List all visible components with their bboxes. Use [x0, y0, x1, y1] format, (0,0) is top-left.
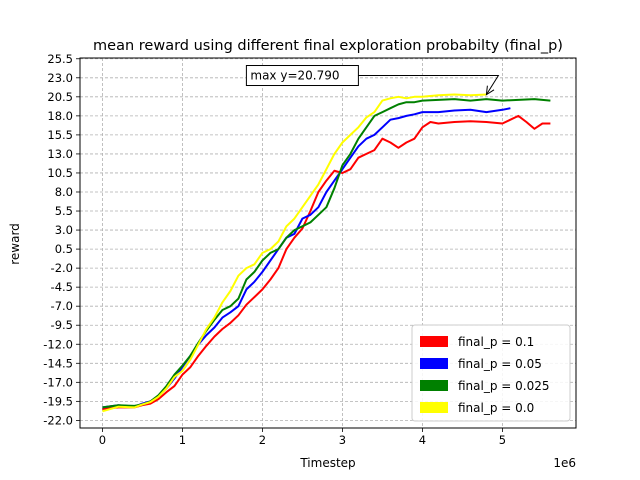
y-tick-label: 8.0 — [55, 185, 73, 199]
x-tick-label: 4 — [419, 433, 426, 447]
y-tick-label: 20.5 — [47, 90, 73, 104]
x-axis-label: Timestep — [299, 456, 355, 470]
x-axis: 0 1 2 3 4 5 — [99, 428, 506, 447]
max-annotation: max y=20.790 — [245, 65, 500, 96]
y-tick-label: -4.5 — [51, 280, 73, 294]
y-tick-label: -14.5 — [43, 356, 73, 370]
x-tick-label: 2 — [259, 433, 266, 447]
y-tick-label: 0.5 — [55, 242, 73, 256]
series-line-0 — [102, 114, 551, 410]
legend-label: final_p = 0.025 — [458, 379, 550, 393]
legend-swatch — [420, 380, 448, 391]
x-tick-label: 3 — [339, 433, 346, 447]
y-tick-label: -2.0 — [51, 261, 73, 275]
annotation-arrow-line — [358, 75, 500, 95]
legend-label: final_p = 0.05 — [458, 357, 542, 371]
y-axis-label: reward — [8, 223, 22, 265]
y-tick-label: -22.0 — [43, 413, 73, 427]
y-tick-label: -7.0 — [51, 299, 73, 313]
legend-swatch — [420, 358, 448, 369]
y-tick-label: 15.5 — [47, 128, 73, 142]
y-tick-label: 25.5 — [47, 52, 73, 66]
x-axis-offset-label: 1e6 — [553, 456, 576, 470]
y-tick-label: 23.0 — [47, 71, 73, 85]
legend: final_p = 0.1 final_p = 0.05 final_p = 0.0… — [411, 324, 571, 422]
x-tick-label: 0 — [99, 433, 106, 447]
y-tick-label: -9.5 — [51, 318, 73, 332]
series-line-2 — [102, 98, 551, 409]
y-axis: -22.0 -19.5 -17.0 -14.5 -12.0 -9.5 -7.0 -4.5 -2.… — [43, 52, 80, 427]
annotation-text: max y=20.790 — [250, 69, 339, 83]
chart-title: mean reward using different final explor… — [93, 38, 563, 54]
y-tick-label: -12.0 — [43, 337, 73, 351]
annotation-arrow-head — [485, 85, 495, 96]
legend-label: final_p = 0.1 — [458, 335, 534, 349]
y-tick-label: -19.5 — [43, 394, 73, 408]
legend-label: final_p = 0.0 — [458, 401, 534, 415]
plot-frame — [79, 57, 577, 429]
y-tick-label: -17.0 — [43, 375, 73, 389]
legend-swatch — [420, 336, 448, 347]
x-tick-label: 5 — [499, 433, 506, 447]
y-tick-label: 18.0 — [47, 109, 73, 123]
legend-swatch — [420, 402, 448, 413]
x-tick-label: 1 — [179, 433, 186, 447]
legend-box — [411, 324, 571, 422]
y-tick-label: 3.0 — [55, 223, 73, 237]
y-tick-label: 13.0 — [47, 147, 73, 161]
series-lines — [102, 93, 551, 413]
y-tick-label: 5.5 — [55, 204, 73, 218]
grid — [80, 58, 576, 428]
y-tick-label: 10.5 — [47, 166, 73, 180]
series-line-3 — [102, 93, 487, 413]
